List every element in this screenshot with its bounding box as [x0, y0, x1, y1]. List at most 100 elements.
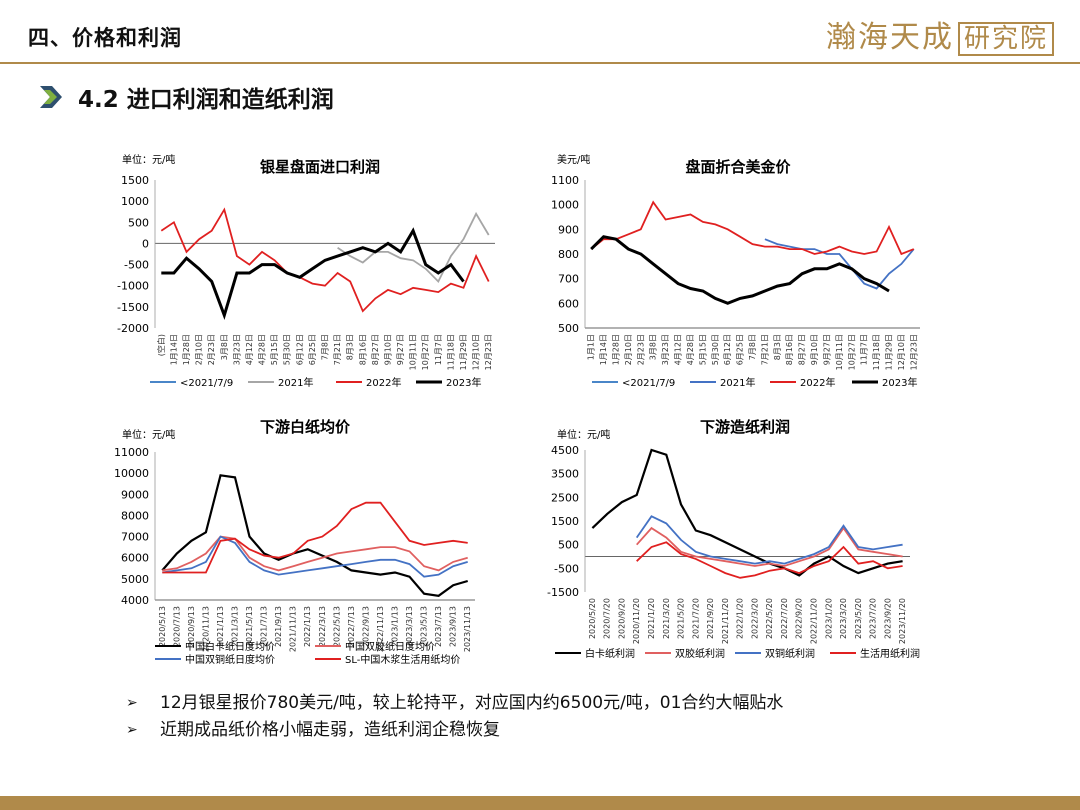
- x-tick-label: 9月27日: [822, 334, 831, 365]
- x-tick-label: 1月1日: [587, 334, 596, 360]
- y-tick-label: 5000: [121, 573, 149, 586]
- legend-label: 2023年: [882, 376, 917, 389]
- y-tick-label: 6000: [121, 552, 149, 565]
- x-tick-label: 10月11日: [409, 334, 418, 370]
- y-tick-label: -1500: [547, 586, 579, 599]
- y-tick-label: 1100: [551, 174, 579, 187]
- y-tick-label: 7000: [121, 531, 149, 544]
- y-tick-label: 2500: [551, 491, 579, 504]
- x-tick-label: 10月11日: [835, 334, 844, 370]
- x-tick-label: 2022/9/13: [361, 606, 370, 647]
- legend-label: 中国白卡纸日度均价: [185, 640, 275, 653]
- logo-box-text: 研究院: [957, 22, 1054, 56]
- series-line: [337, 211, 490, 284]
- x-tick-label: 2023/5/20: [854, 598, 863, 639]
- x-tick-label: 3月23日: [661, 334, 670, 365]
- company-logo: 瀚海天成 研究院: [826, 12, 1054, 56]
- legend-label: 中国双胶纸日度均价: [345, 640, 435, 653]
- x-tick-label: 2022/7/20: [780, 598, 789, 639]
- legend-label: 双铜纸利润: [765, 647, 815, 660]
- x-tick-label: 2021/5/20: [677, 598, 686, 639]
- bullet-item: ➢ 近期成品纸价格小幅走弱，造纸利润企稳恢复: [126, 717, 783, 744]
- x-tick-label: 2020/7/20: [603, 598, 612, 639]
- y-tick-label: 3500: [551, 468, 579, 481]
- x-tick-label: 6月12日: [295, 334, 304, 365]
- x-tick-label: 2023/5/13: [420, 606, 429, 647]
- x-tick-label: 6月12日: [723, 334, 732, 365]
- y-tick-label: 500: [128, 216, 149, 229]
- x-tick-label: 2023/11/20: [898, 598, 907, 644]
- x-tick-label: 2月10日: [624, 334, 633, 365]
- series-line: [636, 541, 903, 579]
- legend-label: <2021/7/9: [622, 378, 675, 389]
- x-tick-label: 2022/5/20: [765, 598, 774, 639]
- x-tick-label: 12月10日: [472, 334, 481, 370]
- y-tick-label: 1500: [551, 515, 579, 528]
- x-tick-label: 12月23日: [484, 334, 493, 370]
- x-tick-label: 2023/7/13: [434, 606, 443, 647]
- bullet-list: ➢ 12月银星报价780美元/吨，较上轮持平，对应国内约6500元/吨，01合约大…: [126, 690, 783, 744]
- legend-label: 生活用纸利润: [860, 647, 920, 660]
- series-line: [764, 238, 915, 290]
- x-tick-label: 8月3日: [346, 334, 355, 360]
- x-tick-label: 2021/11/13: [289, 606, 298, 652]
- y-tick-label: 11000: [114, 446, 149, 459]
- x-tick-label: 3月23日: [232, 334, 241, 365]
- y-tick-label: 8000: [121, 509, 149, 522]
- legend-label: 中国双铜纸日度均价: [185, 653, 275, 666]
- x-tick-label: 6月25日: [308, 334, 317, 365]
- x-tick-label: 8月27日: [798, 334, 807, 365]
- x-tick-label: 2022/7/13: [347, 606, 356, 647]
- x-tick-label: 2021/9/20: [706, 598, 715, 639]
- x-tick-label: 2020/9/20: [617, 598, 626, 639]
- y-tick-label: 1000: [551, 199, 579, 212]
- x-tick-label: 11月18日: [446, 334, 455, 370]
- x-tick-label: 2020/7/13: [172, 606, 181, 647]
- x-tick-label: 2023/1/13: [391, 606, 400, 647]
- y-tick-label: 0: [142, 237, 149, 250]
- chart-unit-label: 单位：元/吨: [557, 428, 610, 441]
- x-tick-label: 2月23日: [207, 334, 216, 365]
- x-tick-label: 7月8日: [748, 334, 757, 360]
- x-tick-label: 2022/1/13: [303, 606, 312, 647]
- x-tick-label: 2020/5/13: [158, 606, 167, 647]
- section-title: 4.2 进口利润和造纸利润: [78, 87, 334, 113]
- x-tick-label: 2020/5/20: [588, 598, 597, 639]
- bullet-text: 12月银星报价780美元/吨，较上轮持平，对应国内约6500元/吨，01合约大幅…: [160, 693, 784, 713]
- series-line: [590, 200, 915, 256]
- chart-title: 下游白纸均价: [260, 418, 351, 436]
- legend-label: 2021年: [720, 376, 755, 389]
- chart-unit-label: 单位：元/吨: [122, 153, 175, 166]
- x-tick-label: 9月10日: [383, 334, 392, 365]
- series-line: [591, 448, 903, 577]
- x-tick-label: 2021/9/13: [274, 606, 283, 647]
- x-tick-label: 1月28日: [182, 334, 191, 365]
- y-tick-label: 500: [558, 322, 579, 335]
- y-tick-label: 500: [558, 539, 579, 552]
- x-tick-label: 2023/3/13: [405, 606, 414, 647]
- x-tick-label: 11月7日: [860, 334, 869, 365]
- y-tick-label: 800: [558, 248, 579, 261]
- y-tick-label: 1000: [121, 195, 149, 208]
- legend-label: 2023年: [446, 376, 481, 389]
- x-tick-label: 10月27日: [847, 334, 856, 370]
- x-tick-label: 5月15日: [698, 334, 707, 365]
- x-tick-label: 8月16日: [358, 334, 367, 365]
- series-line: [162, 501, 468, 574]
- x-tick-label: 2023/11/13: [463, 606, 472, 652]
- x-tick-label: 2020/11/20: [632, 598, 641, 644]
- series-line: [635, 515, 903, 565]
- y-tick-label: 4000: [121, 594, 149, 607]
- x-tick-label: 11月29日: [459, 334, 468, 370]
- chart-unit-label: 美元/吨: [557, 153, 590, 166]
- x-tick-label: 12月23日: [909, 334, 918, 370]
- x-tick-label: 7月21日: [760, 334, 769, 365]
- legend-label: 2022年: [800, 376, 835, 389]
- x-tick-label: 2020/9/13: [187, 606, 196, 647]
- x-tick-label: 1月14日: [599, 334, 608, 365]
- legend-label: 白卡纸利润: [585, 647, 635, 660]
- x-tick-label: 10月27日: [421, 334, 430, 370]
- x-tick-label: 7月21日: [333, 334, 342, 365]
- bullet-arrow-icon: ➢: [126, 722, 138, 738]
- x-tick-label: 9月27日: [396, 334, 405, 365]
